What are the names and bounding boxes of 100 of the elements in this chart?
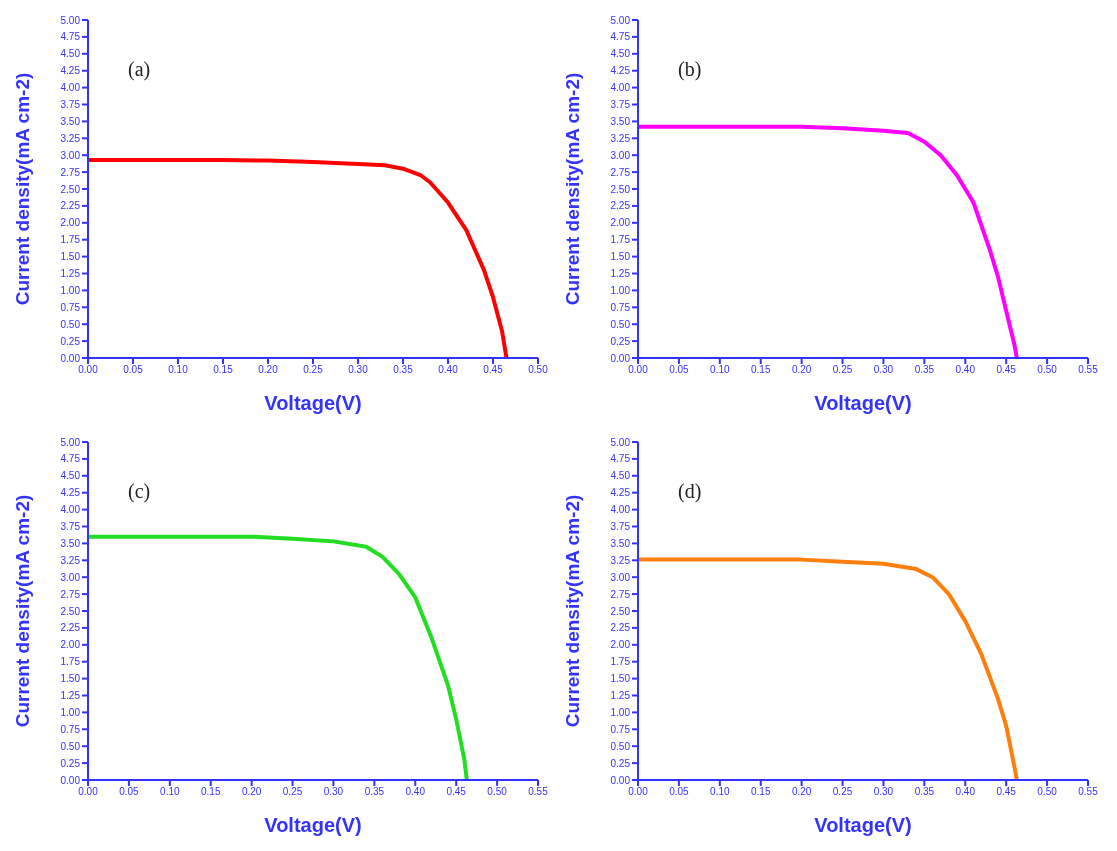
- y-tick-label: 2.25: [60, 622, 81, 634]
- x-tick-label: 0.10: [160, 786, 180, 798]
- x-tick-label: 0.50: [528, 364, 549, 376]
- y-tick-label: 5.00: [610, 436, 631, 448]
- x-tick-label: 0.30: [323, 786, 344, 798]
- y-tick-label: 0.00: [60, 352, 81, 364]
- x-tick-label: 0.55: [528, 786, 549, 798]
- y-tick-label: 0.25: [60, 335, 81, 347]
- y-tick-label: 1.75: [60, 656, 81, 668]
- y-tick-label: 2.00: [60, 639, 81, 651]
- y-tick-label: 0.25: [610, 757, 631, 769]
- y-tick-label: 2.75: [610, 166, 631, 178]
- x-tick-label: 0.45: [996, 786, 1017, 798]
- y-axis-title: Current density(mA cm-2): [561, 72, 583, 306]
- x-tick-label: 0.25: [832, 786, 853, 798]
- y-tick-label: 1.00: [610, 706, 631, 718]
- y-tick-label: 0.50: [610, 318, 631, 330]
- x-tick-label: 0.05: [669, 364, 690, 376]
- x-tick-label: 0.00: [628, 364, 649, 376]
- y-tick-label: 4.75: [610, 31, 631, 43]
- x-tick-label: 0.40: [955, 786, 976, 798]
- y-tick-label: 1.50: [610, 251, 631, 263]
- y-axis-title: Current density(mA cm-2): [561, 494, 583, 728]
- x-tick-label: 0.40: [955, 364, 976, 376]
- x-tick-label: 0.50: [1037, 786, 1058, 798]
- y-axis-title: Current density(mA cm-2): [11, 72, 33, 306]
- y-tick-label: 1.25: [610, 690, 631, 702]
- y-tick-label: 4.25: [610, 65, 631, 77]
- annotation: (d): [678, 480, 702, 503]
- y-tick-label: 1.75: [60, 234, 81, 246]
- y-tick-label: 1.25: [60, 268, 81, 280]
- x-tick-label: 0.05: [123, 364, 144, 376]
- y-tick-label: 4.75: [610, 453, 631, 465]
- line-series: [88, 534, 469, 780]
- x-tick-label: 0.35: [364, 786, 385, 798]
- y-tick-label: 1.00: [610, 284, 631, 296]
- x-tick-label: 0.00: [78, 364, 99, 376]
- y-tick-label: 2.25: [610, 622, 631, 634]
- x-tick-label: 0.00: [628, 786, 649, 798]
- x-tick-label: 0.55: [1078, 786, 1099, 798]
- line-series: [638, 124, 1019, 358]
- annotation: (c): [128, 480, 151, 503]
- y-tick-label: 2.25: [610, 200, 631, 212]
- y-tick-label: 2.25: [60, 200, 81, 212]
- y-tick-label: 4.00: [610, 504, 631, 516]
- y-tick-label: 1.25: [60, 690, 81, 702]
- y-tick-label: 1.00: [60, 284, 81, 296]
- y-tick-label: 3.00: [610, 149, 631, 161]
- x-tick-label: 0.15: [750, 786, 771, 798]
- x-tick-label: 0.30: [873, 364, 894, 376]
- x-tick-label: 0.15: [213, 364, 234, 376]
- y-tick-label: 2.50: [60, 183, 81, 195]
- y-tick-label: 4.25: [60, 487, 81, 499]
- y-tick-label: 2.50: [610, 605, 631, 617]
- y-tick-label: 2.50: [610, 183, 631, 195]
- y-tick-label: 1.50: [60, 251, 81, 263]
- y-tick-label: 3.50: [610, 537, 631, 549]
- x-tick-label: 0.25: [303, 364, 324, 376]
- x-tick-label: 0.10: [710, 364, 730, 376]
- y-tick-label: 4.75: [60, 453, 81, 465]
- x-tick-label: 0.25: [832, 364, 853, 376]
- y-tick-label: 0.50: [60, 318, 81, 330]
- y-tick-label: 0.75: [610, 723, 631, 735]
- y-axis-title: Current density(mA cm-2): [11, 494, 33, 728]
- y-tick-label: 3.50: [610, 115, 631, 127]
- y-tick-label: 5.00: [610, 14, 631, 26]
- x-tick-label: 0.25: [282, 786, 303, 798]
- x-tick-label: 0.40: [438, 364, 459, 376]
- x-tick-label: 0.30: [348, 364, 369, 376]
- y-tick-label: 1.75: [610, 656, 631, 668]
- x-tick-label: 0.15: [200, 786, 221, 798]
- y-tick-label: 0.25: [60, 757, 81, 769]
- y-tick-label: 2.00: [610, 639, 631, 651]
- y-tick-label: 2.75: [610, 588, 631, 600]
- x-tick-label: 0.05: [119, 786, 140, 798]
- y-tick-label: 2.00: [60, 217, 81, 229]
- y-tick-label: 1.75: [610, 234, 631, 246]
- y-tick-label: 4.25: [60, 65, 81, 77]
- y-tick-label: 4.50: [610, 48, 631, 60]
- y-tick-label: 0.50: [610, 740, 631, 752]
- x-tick-label: 0.20: [791, 786, 812, 798]
- y-tick-label: 1.25: [610, 268, 631, 280]
- x-tick-label: 0.40: [405, 786, 426, 798]
- x-tick-label: 0.10: [168, 364, 189, 376]
- annotation: (b): [678, 58, 702, 81]
- y-tick-label: 1.50: [60, 673, 81, 685]
- y-tick-label: 5.00: [60, 14, 81, 26]
- x-tick-label: 0.50: [487, 786, 508, 798]
- x-tick-label: 0.35: [393, 364, 414, 376]
- y-tick-label: 3.50: [60, 115, 81, 127]
- y-tick-label: 2.50: [60, 605, 81, 617]
- x-tick-label: 0.05: [669, 786, 690, 798]
- x-tick-label: 0.45: [483, 364, 504, 376]
- x-axis-title: Voltage(V): [264, 392, 362, 414]
- y-tick-label: 3.75: [610, 521, 631, 533]
- x-tick-label: 0.20: [241, 786, 262, 798]
- y-tick-label: 4.50: [610, 470, 631, 482]
- y-tick-label: 3.25: [60, 554, 81, 566]
- x-tick-label: 0.15: [750, 364, 771, 376]
- y-tick-label: 0.00: [610, 352, 631, 364]
